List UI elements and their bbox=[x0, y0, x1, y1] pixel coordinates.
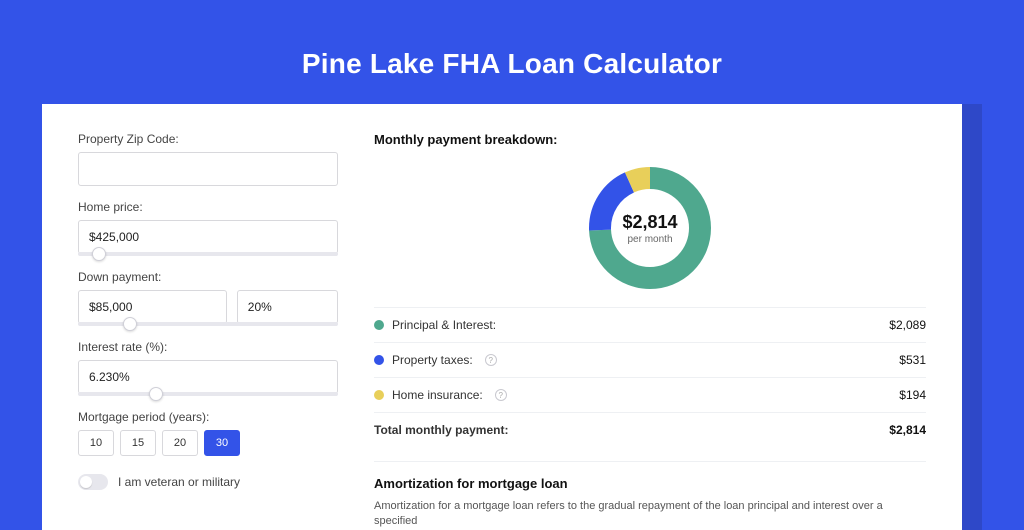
interest-rate-input[interactable] bbox=[78, 360, 338, 394]
mortgage-period-field: Mortgage period (years): 10152030 bbox=[78, 410, 338, 456]
donut-chart-wrap: $2,814 per month bbox=[374, 155, 926, 307]
amortization-text: Amortization for a mortgage loan refers … bbox=[374, 499, 926, 530]
legend-dot bbox=[374, 390, 384, 400]
down-payment-label: Down payment: bbox=[78, 270, 338, 284]
breakdown-label: Home insurance: bbox=[392, 388, 483, 402]
donut-center: $2,814 per month bbox=[585, 163, 715, 293]
breakdown-column: Monthly payment breakdown: $2,814 per mo… bbox=[374, 132, 926, 530]
down-payment-slider[interactable] bbox=[78, 322, 338, 326]
calculator-card: Property Zip Code: Home price: Down paym… bbox=[42, 104, 962, 530]
breakdown-heading: Monthly payment breakdown: bbox=[374, 132, 926, 147]
total-value: $2,814 bbox=[889, 423, 926, 437]
home-price-input[interactable] bbox=[78, 220, 338, 254]
info-icon[interactable]: ? bbox=[495, 389, 507, 401]
breakdown-row: Principal & Interest: $2,089 bbox=[374, 307, 926, 342]
mortgage-period-option-10[interactable]: 10 bbox=[78, 430, 114, 456]
breakdown-value: $194 bbox=[899, 388, 926, 402]
donut-amount: $2,814 bbox=[622, 212, 677, 233]
mortgage-period-option-15[interactable]: 15 bbox=[120, 430, 156, 456]
mortgage-period-option-20[interactable]: 20 bbox=[162, 430, 198, 456]
amortization-heading: Amortization for mortgage loan bbox=[374, 476, 926, 491]
zip-input[interactable] bbox=[78, 152, 338, 186]
down-payment-percent-input[interactable] bbox=[237, 290, 338, 324]
down-payment-field: Down payment: bbox=[78, 270, 338, 326]
home-price-slider[interactable] bbox=[78, 252, 338, 256]
legend-dot bbox=[374, 355, 384, 365]
form-column: Property Zip Code: Home price: Down paym… bbox=[78, 132, 338, 530]
home-price-slider-thumb[interactable] bbox=[92, 247, 106, 261]
amortization-section: Amortization for mortgage loan Amortizat… bbox=[374, 461, 926, 530]
breakdown-row: Home insurance:? $194 bbox=[374, 377, 926, 412]
breakdown-row: Property taxes:? $531 bbox=[374, 342, 926, 377]
mortgage-period-option-30[interactable]: 30 bbox=[204, 430, 240, 456]
card-shadow: Property Zip Code: Home price: Down paym… bbox=[42, 104, 982, 530]
zip-field: Property Zip Code: bbox=[78, 132, 338, 186]
total-label: Total monthly payment: bbox=[374, 423, 508, 437]
legend-dot bbox=[374, 320, 384, 330]
veteran-row: I am veteran or military bbox=[78, 474, 338, 490]
interest-rate-field: Interest rate (%): bbox=[78, 340, 338, 396]
zip-label: Property Zip Code: bbox=[78, 132, 338, 146]
veteran-label: I am veteran or military bbox=[118, 475, 240, 489]
veteran-toggle[interactable] bbox=[78, 474, 108, 490]
info-icon[interactable]: ? bbox=[485, 354, 497, 366]
home-price-label: Home price: bbox=[78, 200, 338, 214]
breakdown-value: $531 bbox=[899, 353, 926, 367]
donut-chart: $2,814 per month bbox=[585, 163, 715, 293]
down-payment-slider-thumb[interactable] bbox=[123, 317, 137, 331]
breakdown-label: Property taxes: bbox=[392, 353, 473, 367]
interest-rate-label: Interest rate (%): bbox=[78, 340, 338, 354]
interest-rate-slider[interactable] bbox=[78, 392, 338, 396]
home-price-field: Home price: bbox=[78, 200, 338, 256]
mortgage-period-options: 10152030 bbox=[78, 430, 338, 456]
page-title: Pine Lake FHA Loan Calculator bbox=[302, 48, 722, 80]
total-row: Total monthly payment: $2,814 bbox=[374, 412, 926, 447]
interest-rate-slider-thumb[interactable] bbox=[149, 387, 163, 401]
breakdown-label: Principal & Interest: bbox=[392, 318, 496, 332]
breakdown-value: $2,089 bbox=[889, 318, 926, 332]
down-payment-amount-input[interactable] bbox=[78, 290, 227, 324]
donut-subtext: per month bbox=[627, 234, 672, 245]
mortgage-period-label: Mortgage period (years): bbox=[78, 410, 338, 424]
